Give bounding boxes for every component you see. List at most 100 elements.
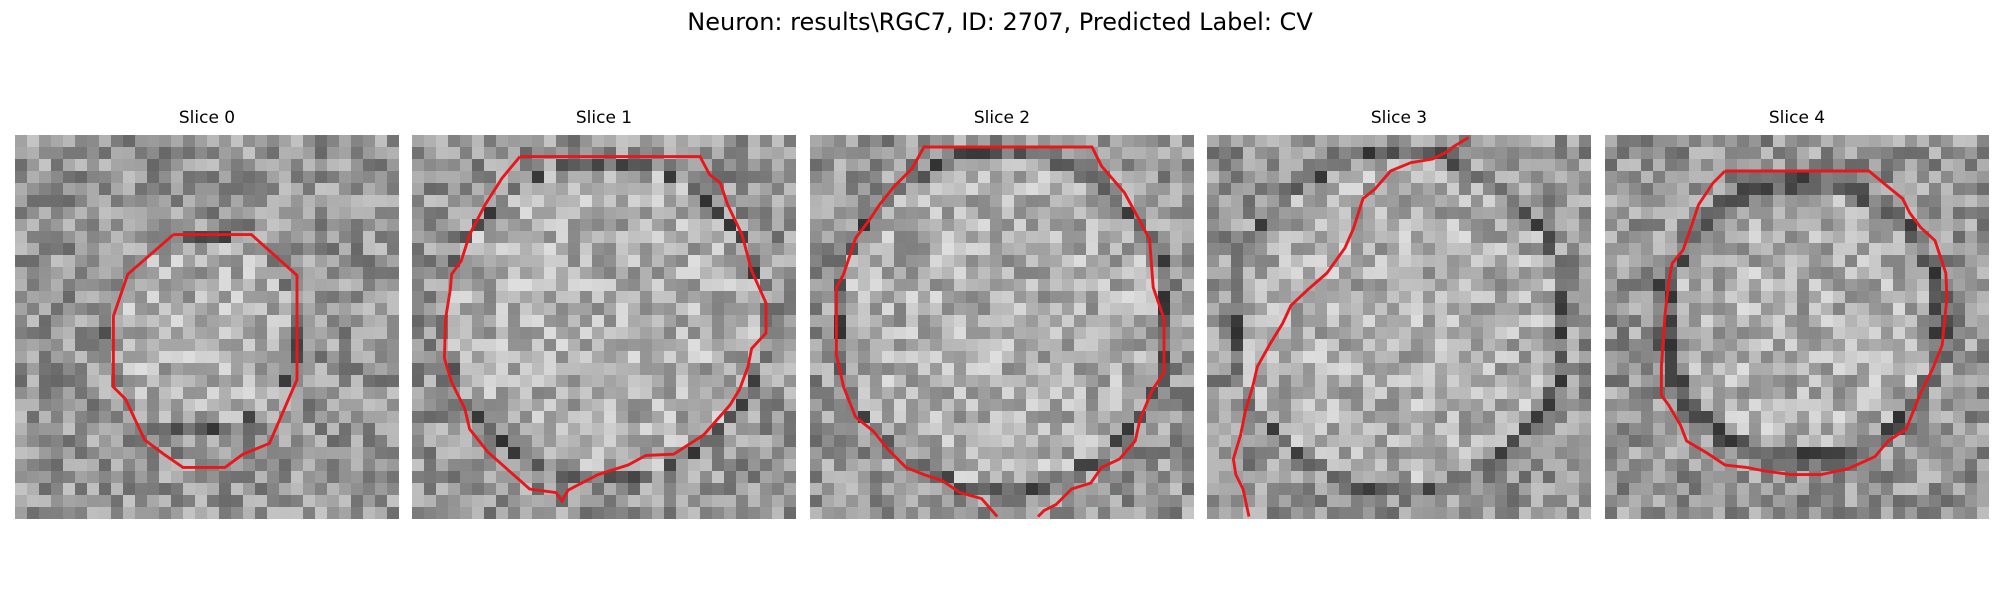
image-pixel (822, 327, 834, 339)
image-pixel (834, 495, 846, 507)
image-pixel (1797, 183, 1809, 195)
image-pixel (918, 279, 930, 291)
image-pixel (436, 303, 448, 315)
image-pixel (834, 447, 846, 459)
image-pixel (772, 363, 784, 375)
image-pixel (1507, 219, 1519, 231)
image-pixel (339, 495, 351, 507)
image-pixel (1641, 435, 1653, 447)
image-pixel (1857, 339, 1869, 351)
image-pixel (1231, 195, 1243, 207)
image-pixel (448, 351, 460, 363)
image-pixel (1653, 243, 1665, 255)
image-pixel (87, 219, 99, 231)
image-pixel (1905, 267, 1917, 279)
image-pixel (1074, 207, 1086, 219)
image-pixel (978, 291, 990, 303)
image-pixel (1447, 399, 1459, 411)
image-pixel (1519, 243, 1531, 255)
image-pixel (966, 291, 978, 303)
image-pixel (303, 171, 315, 183)
image-pixel (834, 459, 846, 471)
image-pixel (604, 255, 616, 267)
image-pixel (63, 243, 75, 255)
image-pixel (1833, 423, 1845, 435)
image-pixel (267, 459, 279, 471)
image-pixel (870, 351, 882, 363)
image-pixel (1519, 459, 1531, 471)
image-pixel (1207, 219, 1219, 231)
image-pixel (532, 195, 544, 207)
image-pixel (1074, 171, 1086, 183)
image-pixel (640, 243, 652, 255)
image-pixel (1833, 135, 1845, 147)
image-pixel (906, 207, 918, 219)
image-pixel (303, 315, 315, 327)
image-pixel (1207, 411, 1219, 423)
image-pixel (822, 483, 834, 495)
image-pixel (532, 183, 544, 195)
image-pixel (1447, 219, 1459, 231)
image-pixel (1375, 255, 1387, 267)
image-pixel (1279, 471, 1291, 483)
image-pixel (520, 207, 532, 219)
image-pixel (990, 495, 1002, 507)
image-pixel (1605, 159, 1617, 171)
image-pixel (1929, 375, 1941, 387)
image-pixel (27, 327, 39, 339)
image-pixel (1761, 279, 1773, 291)
image-pixel (918, 507, 930, 519)
image-pixel (918, 459, 930, 471)
image-pixel (834, 423, 846, 435)
image-pixel (748, 135, 760, 147)
image-pixel (772, 435, 784, 447)
image-pixel (1857, 207, 1869, 219)
image-pixel (1977, 387, 1989, 399)
image-pixel (1519, 231, 1531, 243)
image-pixel (1207, 183, 1219, 195)
image-pixel (1459, 507, 1471, 519)
image-pixel (1605, 399, 1617, 411)
image-pixel (1483, 387, 1495, 399)
image-pixel (1134, 171, 1146, 183)
image-pixel (1062, 507, 1074, 519)
image-pixel (1219, 459, 1231, 471)
image-pixel (75, 435, 87, 447)
image-pixel (1737, 279, 1749, 291)
image-pixel (387, 195, 399, 207)
image-pixel (1146, 135, 1158, 147)
image-pixel (1869, 279, 1881, 291)
image-pixel (1809, 267, 1821, 279)
image-pixel (460, 303, 472, 315)
image-pixel (327, 267, 339, 279)
image-pixel (688, 459, 700, 471)
image-pixel (918, 243, 930, 255)
image-pixel (51, 351, 63, 363)
image-pixel (930, 267, 942, 279)
image-pixel (1435, 195, 1447, 207)
image-pixel (39, 231, 51, 243)
image-pixel (219, 207, 231, 219)
image-pixel (810, 315, 822, 327)
image-pixel (784, 171, 796, 183)
image-pixel (1387, 135, 1399, 147)
image-pixel (75, 471, 87, 483)
image-pixel (1941, 219, 1953, 231)
image-pixel (736, 459, 748, 471)
image-pixel (604, 459, 616, 471)
image-pixel (712, 135, 724, 147)
image-pixel (1207, 363, 1219, 375)
image-pixel (1110, 423, 1122, 435)
image-pixel (1074, 231, 1086, 243)
image-pixel (990, 183, 1002, 195)
image-pixel (652, 423, 664, 435)
image-pixel (123, 339, 135, 351)
image-pixel (1519, 387, 1531, 399)
image-pixel (1761, 147, 1773, 159)
image-pixel (1375, 459, 1387, 471)
image-pixel (1641, 327, 1653, 339)
image-pixel (1917, 147, 1929, 159)
image-pixel (1170, 279, 1182, 291)
image-pixel (1219, 507, 1231, 519)
image-pixel (171, 183, 183, 195)
